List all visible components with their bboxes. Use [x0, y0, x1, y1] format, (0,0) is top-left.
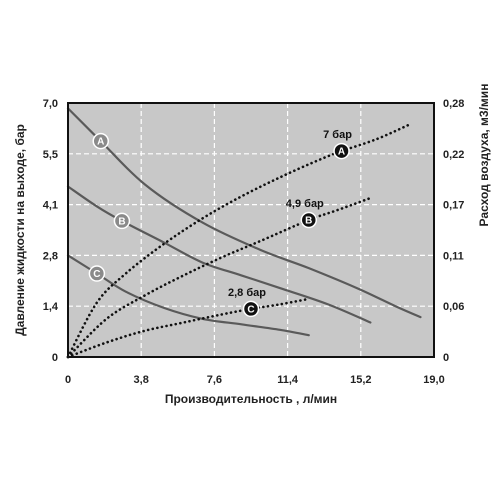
air-marker-c: [242, 300, 260, 318]
y-left-tick-labels: 0 1,4 2,8 4,1 5,5 7,0: [43, 98, 59, 364]
air-marker-label: B: [305, 216, 312, 227]
air-marker-b: [300, 211, 318, 229]
air-marker-a: [333, 142, 350, 160]
pressure-marker-b: [113, 212, 131, 230]
y-right-tick-label: 0,06: [443, 301, 464, 313]
air-marker-label: A: [338, 147, 345, 158]
air-curve-b: [66, 196, 374, 359]
series-markers: A B C A 7 бар B 4,9 бар C 2,8 бар: [88, 129, 352, 318]
y-left-tick-label: 5,5: [43, 149, 58, 161]
y-right-tick-label: 0,17: [443, 200, 464, 212]
air-series-annotation: 2,8 бар: [228, 287, 266, 299]
pressure-marker-a: [92, 132, 109, 150]
pressure-marker-label: B: [118, 216, 125, 227]
x-tick-label: 15,2: [350, 374, 371, 386]
y-left-tick-label: 0: [52, 352, 58, 364]
x-tick-label: 0: [65, 374, 71, 386]
pressure-curve-a: [66, 107, 422, 319]
pressure-curve-b: [66, 185, 372, 324]
series-curves: [66, 107, 422, 359]
y-right-tick-labels: 0 0,06 0,11 0,17 0,22 0,28: [443, 98, 464, 364]
y-left-tick-label: 2,8: [43, 250, 58, 262]
pressure-marker-label: A: [97, 137, 104, 148]
y-left-tick-label: 1,4: [43, 301, 59, 313]
y-left-axis-title: Давление жидкости на выходе, бар: [13, 124, 27, 336]
pressure-marker-label: C: [93, 269, 100, 280]
air-marker-label: C: [247, 304, 254, 315]
x-tick-label: 7,6: [207, 374, 222, 386]
y-right-tick-label: 0,22: [443, 149, 464, 161]
plot-background: [68, 103, 434, 357]
x-tick-label: 19,0: [423, 374, 444, 386]
x-axis-title: Производительность , л/мин: [165, 392, 337, 406]
y-right-tick-label: 0: [443, 352, 449, 364]
y-right-tick-label: 0,11: [443, 250, 464, 262]
x-tick-label: 3,8: [134, 374, 149, 386]
air-series-annotation: 4,9 бар: [286, 198, 324, 210]
x-tick-label: 11,4: [277, 374, 299, 386]
y-left-tick-label: 7,0: [43, 98, 58, 110]
x-tick-labels: 0 3,8 7,6 11,4 15,2 19,0: [65, 374, 445, 386]
air-curve-c: [66, 297, 311, 359]
air-series-annotation: 7 бар: [323, 129, 352, 141]
y-right-tick-label: 0,28: [443, 98, 464, 110]
y-right-axis-title: Расход воздуха, м3/мин: [477, 84, 491, 227]
y-left-tick-label: 4,1: [43, 200, 58, 212]
pressure-marker-c: [88, 265, 106, 282]
plot-frame: [67, 102, 435, 358]
air-curve-a: [66, 122, 413, 359]
